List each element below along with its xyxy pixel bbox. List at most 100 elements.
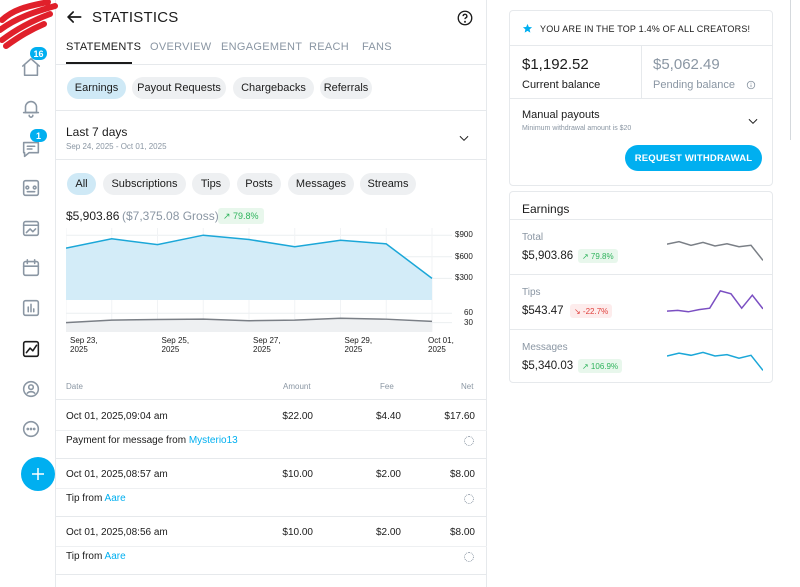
filter-tips[interactable]: Tips — [192, 173, 230, 195]
transaction-net: $17.60 — [444, 411, 475, 422]
chevron-down-icon — [748, 118, 758, 124]
payout-options-toggle[interactable] — [746, 114, 760, 128]
bell-icon — [22, 100, 40, 118]
loading-spinner-icon — [464, 436, 474, 446]
sidebar-item-notifications[interactable] — [18, 95, 44, 121]
user-link[interactable]: Aare — [104, 493, 126, 504]
loading-spinner-icon — [464, 552, 474, 562]
filter-messages[interactable]: Messages — [288, 173, 354, 195]
tab-statements[interactable]: STATEMENTS — [66, 41, 142, 53]
current-balance-label: Current balance — [522, 79, 601, 91]
summary-net: $5,903.86 — [66, 209, 120, 223]
help-button[interactable] — [456, 9, 474, 27]
statistics-panel: STATISTICS STATEMENTS OVERVIEW ENGAGEMEN… — [56, 0, 487, 587]
pending-balance-label: Pending balance — [653, 79, 735, 91]
table-row: Oct 01, 2025,08:57 am $10.00 $2.00 $8.00… — [56, 459, 487, 517]
earnings-row-name: Total — [522, 232, 544, 243]
x-tick-label: Sep 23, 2025 — [70, 336, 98, 354]
tab-fans[interactable]: FANS — [362, 41, 392, 53]
filter-subscriptions[interactable]: Subscriptions — [103, 173, 186, 195]
balance-divider — [641, 46, 642, 98]
earnings-row-messages[interactable]: Messages $5,340.03 ↗ 106.9% — [510, 329, 773, 384]
sidebar-item-home[interactable]: 16 — [18, 47, 47, 80]
sidebar-item-messages[interactable]: 1 — [18, 129, 47, 162]
sidebar: 16 1 — [0, 0, 56, 587]
pill-referrals[interactable]: Referrals — [320, 77, 372, 99]
sidebar-item-queue[interactable] — [18, 255, 44, 281]
transaction-date: Oct 01, 2025,08:57 am — [66, 469, 168, 480]
tab-overview[interactable]: OVERVIEW — [150, 41, 212, 53]
sparkline-path — [667, 351, 763, 371]
top-bar: STATISTICS — [56, 0, 487, 34]
description-text: Tip from — [66, 551, 105, 562]
back-button[interactable] — [64, 7, 84, 27]
filter-posts[interactable]: Posts — [237, 173, 281, 195]
transaction-date: Oct 01, 2025,09:04 am — [66, 411, 168, 422]
home-icon — [21, 57, 41, 77]
transaction-description: Tip from Aare — [66, 551, 126, 562]
user-link[interactable]: Mysterio13 — [188, 435, 238, 446]
earnings-row-total[interactable]: Total $5,903.86 ↗ 79.8% — [510, 219, 773, 274]
window-edge — [790, 0, 791, 140]
date-range-selector[interactable]: Last 7 days Sep 24, 2025 - Oct 01, 2025 — [56, 110, 487, 160]
growth-badge: ↗ 106.9% — [578, 359, 623, 373]
column-header-amount: Amount — [283, 382, 311, 391]
pill-payout-requests[interactable]: Payout Requests — [132, 77, 226, 99]
sidebar-item-statements[interactable] — [18, 295, 44, 321]
sidebar-item-profile[interactable] — [18, 376, 44, 402]
tab-engagement[interactable]: ENGAGEMENT — [221, 41, 303, 53]
arrow-left-icon — [67, 11, 82, 23]
tab-reach[interactable]: REACH — [309, 41, 350, 53]
sparkline-path — [667, 240, 763, 261]
description-text: Tip from — [66, 493, 105, 504]
earnings-row-amount: $5,903.86 — [522, 250, 574, 262]
transaction-amount: $10.00 — [282, 527, 313, 538]
sparkline — [667, 351, 763, 371]
row-divider — [56, 488, 487, 489]
request-withdrawal-button[interactable]: REQUEST WITHDRAWAL — [625, 145, 762, 171]
summary-growth-badge: ↗ 79.8% — [218, 208, 264, 224]
transaction-net: $8.00 — [449, 527, 475, 538]
count-line — [66, 317, 433, 324]
x-tick-label: Sep 27, 2025 — [253, 336, 281, 354]
row-divider — [56, 546, 487, 547]
active-tab-indicator — [66, 62, 132, 64]
transaction-fee: $4.40 — [375, 411, 401, 422]
column-header-net: Net — [461, 382, 474, 391]
profile-icon — [22, 380, 40, 398]
x-tick-label: Oct 01, 2025 — [428, 336, 454, 354]
date-range-title: Last 7 days — [66, 125, 128, 139]
notification-badge: 1 — [30, 129, 47, 142]
earnings-row-name: Messages — [522, 342, 568, 353]
current-balance-amount: $1,192.52 — [522, 56, 589, 73]
sidebar-item-statistics[interactable] — [18, 336, 44, 362]
new-post-button[interactable] — [21, 457, 55, 491]
description-text: Payment for message from — [66, 435, 189, 446]
count-tick-label: 30 — [464, 317, 473, 327]
bar-chart-icon — [22, 299, 40, 317]
pill-chargebacks[interactable]: Chargebacks — [233, 77, 314, 99]
user-link[interactable]: Aare — [104, 551, 126, 562]
earnings-row-tips[interactable]: Tips $543.47 ↘ -22.7% — [510, 274, 773, 329]
filter-all[interactable]: All — [67, 173, 96, 195]
sidebar-item-more[interactable] — [18, 416, 44, 442]
x-tick-label: Sep 25, 2025 — [161, 336, 190, 354]
transaction-amount: $22.00 — [282, 411, 313, 422]
vault-icon — [22, 220, 40, 237]
info-icon[interactable] — [746, 80, 756, 90]
sidebar-item-vault[interactable] — [18, 215, 44, 241]
pill-earnings[interactable]: Earnings — [67, 77, 126, 99]
help-icon — [457, 10, 473, 26]
plus-icon — [32, 468, 44, 480]
count-tick-label: 60 — [464, 308, 473, 318]
table-row: Oct 01, 2025,08:56 am $10.00 $2.00 $8.00… — [56, 517, 487, 575]
chevron-down-icon — [457, 131, 471, 145]
filter-streams[interactable]: Streams — [360, 173, 416, 195]
count-area — [66, 318, 432, 332]
earnings-chart-svg — [66, 228, 452, 332]
statistics-tabs: STATEMENTS OVERVIEW ENGAGEMENT REACH FAN… — [56, 34, 487, 65]
banner-text: YOU ARE IN THE TOP 1.4% OF ALL CREATORS! — [540, 24, 751, 34]
earnings-row-amount: $543.47 — [522, 305, 564, 317]
sidebar-item-collections[interactable] — [18, 175, 44, 201]
calendar-icon — [22, 258, 40, 277]
